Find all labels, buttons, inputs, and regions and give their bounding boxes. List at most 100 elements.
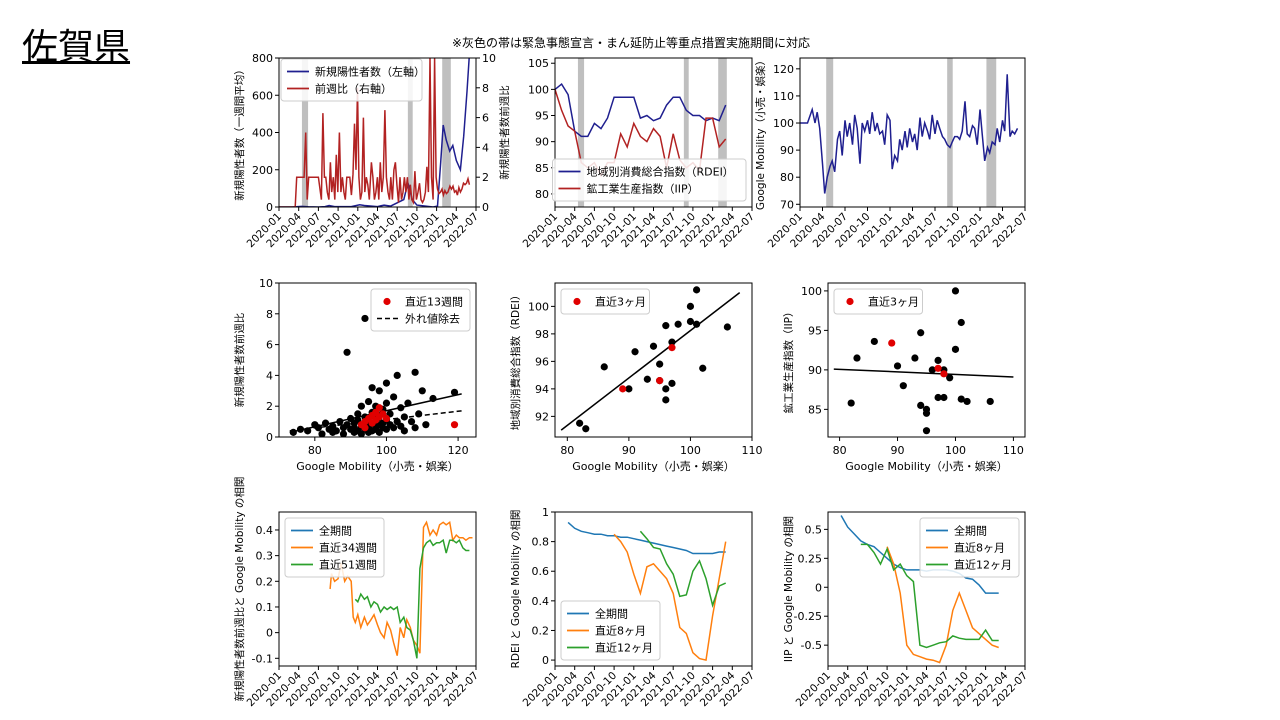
legend-label: 前週比（右軸）: [315, 82, 392, 96]
scatter-point: [390, 393, 398, 401]
plot-frame: [278, 282, 477, 438]
scatter-point: [893, 362, 902, 370]
y2-tick-label: 6: [482, 112, 489, 125]
series-line: [886, 546, 999, 664]
scatter-point: [400, 427, 408, 435]
legend: 地域別消費総合指数（RDEI） 鉱工業生産指数（IIP）: [552, 158, 747, 202]
scatter-point: [934, 356, 942, 364]
y-axis-label: Google Mobility（小売・娯楽）: [754, 55, 767, 210]
scatter-point: [382, 399, 391, 407]
legend-marker: [846, 297, 854, 306]
scatter-point: [917, 329, 925, 337]
series-line: [613, 533, 727, 662]
scatter-point: [368, 384, 376, 392]
series-line: [639, 530, 727, 608]
legend-box: [560, 288, 650, 315]
y-tick-label: 110: [773, 90, 794, 103]
legend-label: 全期間: [595, 607, 628, 621]
y-tick-label: 100: [801, 285, 822, 298]
x-axis-label: Google Mobility（小売・娯楽）: [296, 459, 458, 473]
legend-box: [284, 517, 385, 578]
y-tick-label: 95: [535, 110, 549, 123]
scatter-point: [582, 425, 590, 433]
scatter-point: [963, 397, 971, 406]
x-tick-label: 90: [622, 444, 636, 457]
y-tick-label: -0.1: [252, 652, 273, 665]
legend-label: 外れ値除去: [405, 312, 460, 326]
scatter-point: [375, 387, 383, 395]
scatter-point: [422, 421, 430, 429]
scatter-point: [934, 393, 942, 402]
scatter-point: [400, 413, 408, 421]
legend-marker: [383, 297, 391, 306]
scatter-point-recent: [375, 404, 383, 412]
plot-area: [560, 286, 741, 433]
x-tick-label: 110: [742, 444, 763, 457]
y-tick-label: 80: [780, 171, 794, 184]
y2-tick-label: 4: [482, 141, 489, 154]
scatter-point: [940, 393, 948, 402]
scatter-point: [354, 410, 362, 418]
y-tick-label: 6: [266, 339, 273, 352]
shaded-period: [986, 58, 997, 207]
chart-p7: -0.100.10.20.30.42020-012020-042020-0720…: [233, 477, 481, 710]
y-tick-label: 8: [266, 308, 273, 321]
scatter-point-recent: [450, 421, 459, 429]
scatter-point: [450, 388, 459, 396]
legend-label: 全期間: [954, 524, 987, 538]
chart-p1: 020040060080002468102020-012020-042020-0…: [233, 52, 511, 250]
scatter-point: [662, 322, 670, 330]
shaded-period: [683, 58, 689, 207]
x-tick-label: 100: [945, 444, 966, 457]
scatter-point: [723, 323, 731, 331]
y-tick-label: 94: [535, 383, 549, 396]
series-line: [354, 538, 470, 659]
plot-area: [289, 314, 462, 437]
shaded-period: [718, 58, 727, 207]
scatter-point: [957, 318, 965, 327]
series-line: [555, 82, 727, 138]
x-axis-label: Google Mobility（小売・娯楽）: [572, 459, 734, 473]
scatter-point: [668, 338, 676, 346]
shaded-period: [577, 58, 585, 207]
y-tick-label: 85: [808, 403, 822, 416]
y-tick-label: 0.1: [256, 601, 274, 614]
x-tick-label: 80: [560, 444, 574, 457]
scatter-point: [390, 424, 398, 432]
scatter-point: [656, 360, 664, 368]
scatter-point: [917, 401, 925, 410]
y-tick-label: 0.4: [532, 595, 550, 608]
y-tick-label: 85: [535, 162, 549, 175]
y-tick-label: -0.5: [801, 639, 822, 652]
y-tick-label: 0: [542, 654, 549, 667]
scatter-point: [343, 348, 351, 356]
scatter-point-recent: [656, 377, 664, 385]
shaded-period: [826, 58, 834, 207]
scatter-point: [686, 302, 695, 310]
chart-p2: 808590951001052020-012020-042020-072020-…: [521, 57, 758, 250]
legend-label: 地域別消費総合指数（RDEI）: [587, 165, 734, 179]
scatter-point: [625, 385, 633, 393]
scatter-point: [393, 371, 401, 379]
chart-p9: -0.5-0.2500.250.52020-012020-042020-0720…: [782, 511, 1030, 709]
fit-line: [560, 292, 741, 431]
legend-box: [370, 288, 471, 332]
x-tick-label: 100: [376, 444, 397, 457]
series-line: [860, 543, 999, 649]
y-tick-label: 120: [773, 63, 794, 76]
y-tick-label: 0.25: [798, 552, 823, 565]
scatter-point: [357, 402, 365, 410]
y2-tick-label: 8: [482, 82, 489, 95]
legend-box: [833, 288, 923, 315]
legend-label: 鉱工業生産指数（IIP）: [587, 182, 699, 196]
legend-box: [560, 600, 661, 661]
scatter-point: [415, 410, 423, 418]
scatter-point: [404, 399, 412, 407]
y-axis-label: 地域別消費総合指数（RDEI）: [509, 290, 522, 431]
scatter-point-recent: [934, 364, 942, 372]
scatter-point: [847, 399, 855, 407]
shaded-period: [947, 58, 953, 207]
scatter-point: [314, 424, 322, 432]
legend: 新規陽性者数（左軸） 前週比（右軸）: [280, 58, 425, 102]
scatter-point: [411, 368, 419, 376]
